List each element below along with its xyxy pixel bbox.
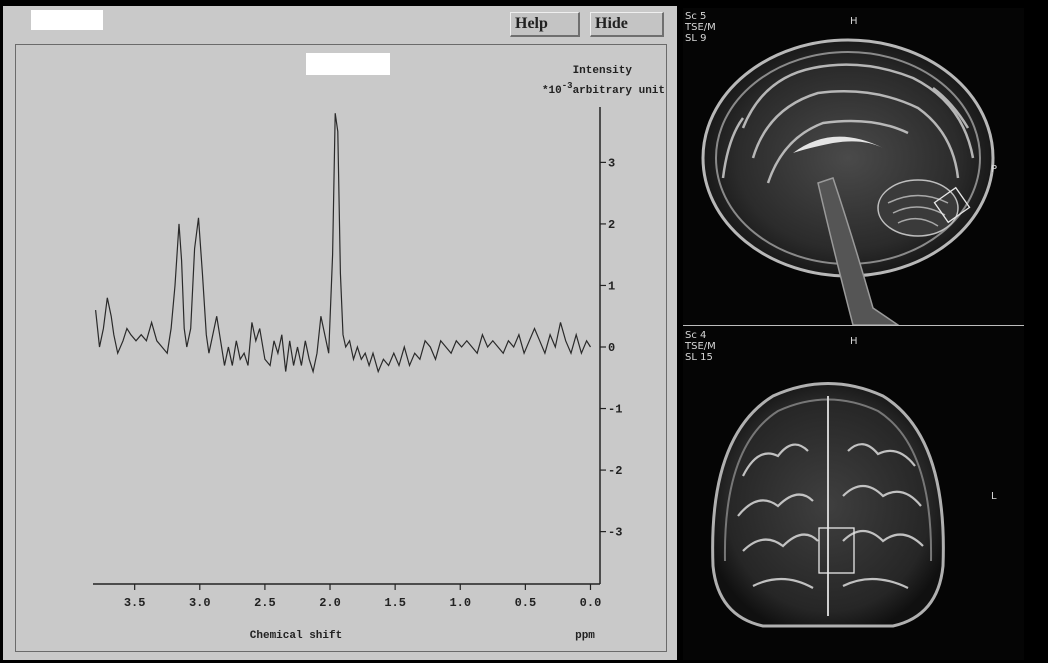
x-tick-label: 2.5 [254,596,276,610]
mri-divider [683,325,1024,326]
y-tick-label: 0 [608,341,615,355]
x-axis-label: Chemical shift [250,630,342,642]
spectrum-series-line [95,113,592,374]
mri-top-info: Sc 5 TSE/M SL 9 [685,11,716,44]
x-tick-label: 1.0 [449,596,471,610]
mri-sagittal-view[interactable]: Sc 5 TSE/M SL 9 H P [683,8,1024,325]
spectrum-panel: Help Hide 3.5 3.0 2.5 2.0 1.5 1.0 0.5 0.0 3 2 1 0 -1… [3,6,677,660]
y-axis-label: Intensity [573,65,633,77]
voxel-roi-coronal[interactable] [818,527,855,574]
mri-bottom-orient-top: H [850,336,858,347]
x-tick-label: 3.0 [189,596,211,610]
x-tick-label: 2.0 [319,596,341,610]
y-tick-label: 1 [608,279,615,293]
x-axis-unit: ppm [575,630,595,642]
x-tick-label: 3.5 [124,596,146,610]
mri-bottom-orient-right: L [991,491,997,502]
help-button[interactable]: Help [510,12,580,37]
mri-top-orient-right: P [991,164,998,175]
y-tick-label: -1 [608,403,622,417]
y-tick-label: -3 [608,526,622,540]
plot-frame [15,44,667,652]
mri-top-orient-top: H [850,16,858,27]
coronal-brain-image [683,326,1024,660]
x-tick-label: 0.5 [515,596,537,610]
y-tick-label: -2 [608,464,622,478]
x-tick-label: 0.0 [580,596,602,610]
y-tick-label: 2 [608,218,615,232]
mri-coronal-view[interactable]: Sc 4 TSE/M SL 15 H L [683,326,1024,660]
voxel-roi-sagittal[interactable] [933,186,971,224]
spectrum-chart: 3.5 3.0 2.5 2.0 1.5 1.0 0.5 0.0 3 2 1 0 -1 -2 -3 Inten… [93,65,665,642]
redacted-plot-title [306,53,390,75]
mri-bottom-info: Sc 4 TSE/M SL 15 [685,330,716,363]
sagittal-brain-image [683,8,1024,325]
y-axis-unit: *10-3arbitrary unit [542,81,665,97]
x-tick-label: 1.5 [384,596,406,610]
hide-button[interactable]: Hide [590,12,664,37]
redacted-label-top-left [31,10,103,30]
y-tick-label: 3 [608,156,615,170]
